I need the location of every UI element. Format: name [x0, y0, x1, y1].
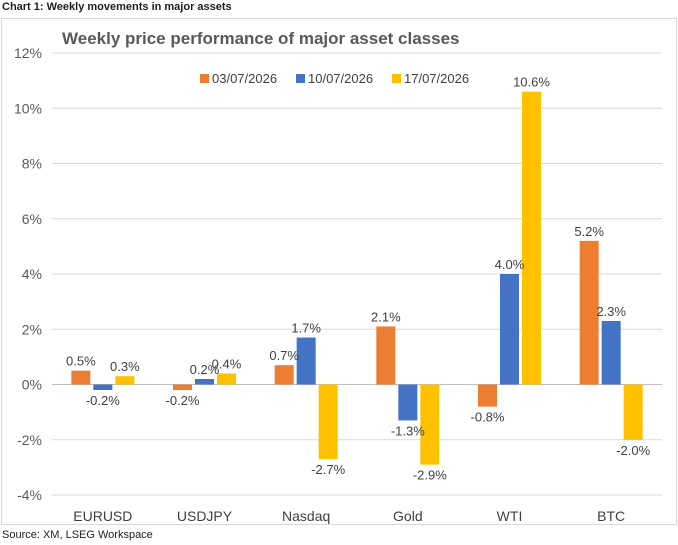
data-label: 0.2%: [190, 362, 220, 377]
x-category-label: Gold: [393, 508, 423, 524]
data-label: -0.8%: [471, 410, 505, 425]
data-label: 0.7%: [269, 348, 299, 363]
chart-title: Weekly price performance of major asset …: [62, 29, 460, 48]
data-label: 0.3%: [110, 359, 140, 374]
chart-frame: [1, 18, 677, 525]
y-axis-ticks: -4% -2% 0% 2% 4% 6% 8% 10% 12%: [14, 45, 42, 503]
legend-swatch: [392, 74, 401, 83]
y-tick-label: -4%: [17, 487, 42, 503]
legend-label: 17/07/2026: [404, 71, 469, 86]
bar: [173, 384, 192, 391]
y-tick-label: 4%: [22, 266, 42, 282]
data-label: 2.1%: [371, 309, 401, 324]
y-tick-label: 2%: [22, 321, 42, 337]
data-label: -2.0%: [616, 443, 650, 458]
bar: [93, 384, 113, 391]
bars: [71, 91, 643, 465]
x-category-label: WTI: [497, 508, 523, 524]
bar: [522, 91, 541, 385]
y-tick-label: 0%: [22, 377, 42, 393]
bar: [318, 384, 338, 460]
data-labels: 0.5% -0.2% 0.3% -0.2% 0.2%0.4% 0.7% 1.7% -2.7% 2…: [66, 75, 651, 483]
data-label: 1.7%: [291, 321, 321, 336]
data-label: -0.2%: [86, 393, 120, 408]
bar: [274, 365, 294, 385]
bar: [71, 370, 91, 385]
legend-label: 03/07/2026: [212, 71, 277, 86]
legend-swatch: [200, 74, 209, 83]
data-label: 4.0%: [495, 257, 525, 272]
bar: [623, 384, 643, 440]
data-label: -2.9%: [413, 468, 447, 483]
data-label: 2.3%: [596, 304, 626, 319]
y-tick-label: 10%: [14, 100, 42, 116]
bar: [500, 274, 519, 385]
data-label: -2.7%: [311, 462, 345, 477]
data-label: 0.5%: [66, 354, 96, 369]
bar: [376, 326, 396, 385]
x-axis-categories: EURUSD USDJPY Nasdaq Gold WTI BTC: [73, 508, 625, 524]
bar: [398, 384, 418, 421]
bar: [296, 337, 316, 385]
data-label: 5.2%: [574, 224, 604, 239]
bar: [478, 384, 497, 407]
bar: [420, 384, 440, 465]
legend: 03/07/2026 10/07/2026 17/07/2026: [200, 71, 469, 86]
y-tick-label: 6%: [22, 211, 42, 227]
bar: [601, 320, 621, 385]
data-label: 0.4%: [212, 356, 242, 371]
data-label: 10.6%: [513, 75, 550, 90]
bar: [217, 373, 236, 385]
x-category-label: EURUSD: [73, 508, 132, 524]
y-tick-label: 12%: [14, 45, 42, 61]
x-category-label: Nasdaq: [282, 508, 330, 524]
chart-caption: Chart 1: Weekly movements in major asset…: [2, 1, 232, 13]
legend-label: 10/07/2026: [308, 71, 373, 86]
chart-source: Source: XM, LSEG Workspace: [2, 529, 153, 541]
data-label: -0.2%: [166, 393, 200, 408]
legend-swatch: [296, 74, 305, 83]
x-category-label: BTC: [597, 508, 625, 524]
data-label: -1.3%: [391, 423, 425, 438]
y-tick-label: -2%: [17, 432, 42, 448]
y-tick-label: 8%: [22, 156, 42, 172]
bar: [579, 240, 599, 385]
gridlines: [52, 52, 662, 496]
x-category-label: USDJPY: [177, 508, 233, 524]
bar: [115, 376, 135, 385]
bar: [195, 378, 214, 385]
